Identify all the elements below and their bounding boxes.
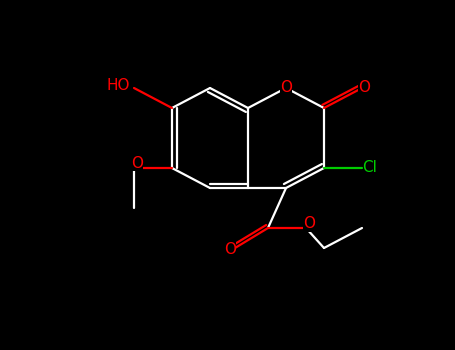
Text: O: O: [358, 79, 370, 94]
Text: O: O: [131, 155, 143, 170]
Text: O: O: [224, 241, 236, 257]
Text: HO: HO: [106, 78, 130, 93]
Text: O: O: [303, 217, 315, 231]
Text: O: O: [280, 80, 292, 96]
Text: Cl: Cl: [363, 161, 378, 175]
